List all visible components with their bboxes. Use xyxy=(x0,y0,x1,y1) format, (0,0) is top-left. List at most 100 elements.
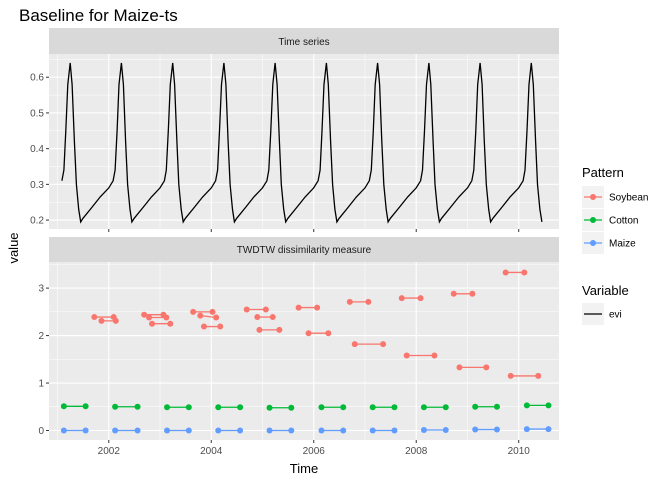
maize-point xyxy=(340,427,347,434)
maize-point xyxy=(545,426,552,433)
soybean-point xyxy=(507,372,514,379)
panel-background-top xyxy=(49,54,559,229)
cotton-point xyxy=(369,404,376,411)
soybean-point xyxy=(262,306,269,313)
soybean-point xyxy=(456,364,463,371)
soybean-point xyxy=(365,298,372,305)
legend-label-maize: Maize xyxy=(609,239,636,250)
maize-point xyxy=(266,427,273,434)
strip-time-series xyxy=(49,28,559,54)
maize-point xyxy=(288,427,295,434)
soybean-point xyxy=(276,326,283,333)
y-tick-label: 0 xyxy=(38,426,44,437)
maize-point xyxy=(82,427,89,434)
maize-point xyxy=(493,426,500,433)
legend-variable-title: Variable xyxy=(582,283,629,298)
cotton-point xyxy=(237,404,244,411)
soybean-point xyxy=(325,330,332,337)
cotton-point xyxy=(185,404,192,411)
gridlines-top xyxy=(49,54,559,229)
cotton-point xyxy=(112,403,119,410)
soybean-point xyxy=(190,308,197,315)
soybean-point xyxy=(403,352,410,359)
maize-point xyxy=(185,427,192,434)
y-tick-label: 0.3 xyxy=(30,180,44,191)
y-tick-label: 0.6 xyxy=(30,73,44,84)
soybean-point xyxy=(146,314,153,321)
y-tick-label: 0.4 xyxy=(30,144,44,155)
maize-point xyxy=(215,427,222,434)
maize-point xyxy=(523,426,530,433)
soybean-point xyxy=(398,295,405,302)
legend-variable: Variable evi xyxy=(582,283,629,325)
evi-series xyxy=(61,62,543,224)
legend-point-soybean xyxy=(590,194,596,200)
panel-twdtw: TWDTW dissimilarity measure 0 1 2 3 xyxy=(38,237,559,440)
soybean-point xyxy=(380,341,387,348)
soybean-point xyxy=(314,304,321,311)
soybean-point xyxy=(351,341,358,348)
cotton-point xyxy=(472,403,479,410)
x-tick-label: 2008 xyxy=(405,446,428,457)
soybean-point xyxy=(167,320,174,327)
panel-background-bottom xyxy=(49,262,559,440)
soybean-point xyxy=(112,317,119,324)
soybean-point xyxy=(197,312,204,319)
legend-label-evi: evi xyxy=(609,310,622,321)
dissimilarity-series xyxy=(60,269,552,434)
panel-time-series: Time series 0.2 0.3 0.4 0.5 0.6 xyxy=(30,28,559,229)
y-axis-bottom: 0 1 2 3 xyxy=(38,284,49,437)
chart-title: Baseline for Maize-ts xyxy=(19,6,178,25)
soybean-point xyxy=(256,326,263,333)
soybean-point xyxy=(254,314,261,321)
strip-label-time-series: Time series xyxy=(278,37,329,48)
soybean-point xyxy=(98,317,105,324)
maize-point xyxy=(164,427,171,434)
maize-point xyxy=(472,426,479,433)
strip-label-twdtw: TWDTW dissimilarity measure xyxy=(237,245,372,256)
maize-point xyxy=(391,427,398,434)
y-tick-label: 1 xyxy=(38,379,44,390)
soybean-point xyxy=(200,323,207,330)
cotton-point xyxy=(82,403,89,410)
y-tick-label: 0.5 xyxy=(30,108,44,119)
y-tick-label: 3 xyxy=(38,284,44,295)
soybean-point xyxy=(483,364,490,371)
cotton-point xyxy=(420,404,427,411)
x-tick-label: 2010 xyxy=(508,446,531,457)
soybean-point xyxy=(243,306,250,313)
cotton-point xyxy=(318,404,325,411)
cotton-point xyxy=(266,404,273,411)
x-tick-label: 2004 xyxy=(200,446,223,457)
legend-pattern-title: Pattern xyxy=(582,165,624,180)
soybean-point xyxy=(346,298,353,305)
maize-point xyxy=(134,427,141,434)
maize-point xyxy=(237,427,244,434)
maize-point xyxy=(420,427,427,434)
maize-point xyxy=(60,427,67,434)
legend-variable-items: evi xyxy=(582,303,622,325)
maize-point xyxy=(318,427,325,434)
cotton-point xyxy=(164,404,171,411)
x-tick-label: 2006 xyxy=(303,446,326,457)
cotton-point xyxy=(493,403,500,410)
x-tick-label: 2002 xyxy=(98,446,121,457)
soybean-point xyxy=(91,314,98,321)
soybean-point xyxy=(295,304,302,311)
y-tick-label: 2 xyxy=(38,331,44,342)
x-axis: 2002 2004 2006 2008 2010 xyxy=(98,229,531,457)
cotton-point xyxy=(545,402,552,409)
cotton-point xyxy=(523,402,530,409)
soybean-point xyxy=(535,372,542,379)
maize-point xyxy=(369,427,376,434)
cotton-point xyxy=(288,404,295,411)
soybean-point xyxy=(521,269,528,276)
soybean-point xyxy=(141,311,148,318)
cotton-point xyxy=(215,404,222,411)
legend-pattern: Pattern Soybean Cotton Maize xyxy=(582,165,648,254)
cotton-point xyxy=(134,403,141,410)
legend-point-maize xyxy=(590,240,596,246)
soybean-point xyxy=(209,308,216,315)
evi-line xyxy=(61,62,543,224)
